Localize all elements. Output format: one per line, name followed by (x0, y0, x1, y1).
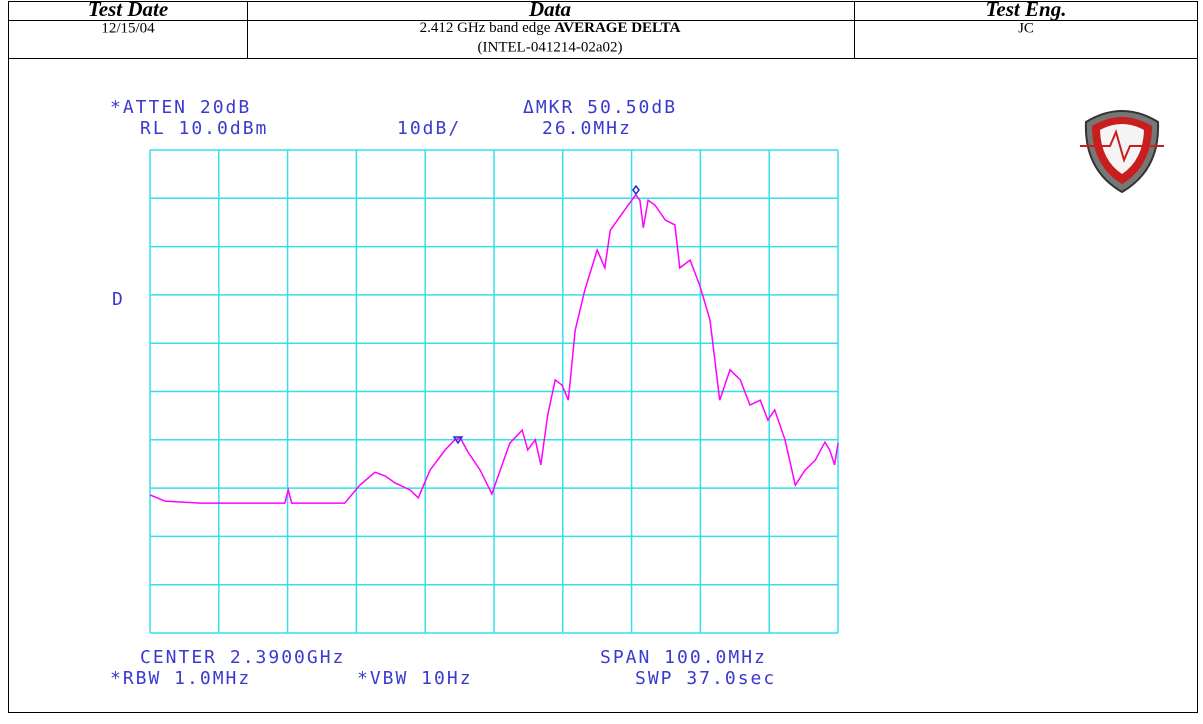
header-data: Data (528, 0, 571, 21)
data-plain: 2.412 GHz band edge (420, 20, 551, 36)
plot-grid (149, 149, 839, 634)
vbw: *VBW 10Hz (357, 668, 473, 689)
cell-data: 2.412 GHz band edge AVERAGE DELTA (420, 20, 681, 36)
center: CENTER 2.3900GHz (140, 647, 345, 668)
ref-level: RL 10.0dBm (140, 118, 268, 139)
header-engineer: Test Eng. (986, 0, 1067, 21)
atten: *ATTEN 20dB (110, 97, 251, 118)
detector: D (112, 289, 125, 310)
spectrum-trace (149, 193, 839, 504)
cell-date: 12/15/04 (101, 20, 155, 36)
marker: ΔMKR 50.50dB (523, 97, 677, 118)
table-borders (8, 1, 1198, 713)
logo (1080, 110, 1164, 194)
cell-data-id: (INTEL-041214-02a02) (478, 39, 623, 55)
span: SPAN 100.0MHz (600, 647, 767, 668)
scale: 10dB/ (397, 118, 461, 139)
sweep: SWP 37.0sec (635, 668, 776, 689)
markers (452, 184, 640, 445)
header-date: Test Date (88, 0, 168, 21)
trace-layer (149, 193, 839, 504)
rbw: *RBW 1.0MHz (110, 668, 251, 689)
cell-engineer: JC (1018, 20, 1034, 36)
data-bold: AVERAGE DELTA (554, 20, 680, 36)
marker-freq: 26.0MHz (542, 118, 632, 139)
